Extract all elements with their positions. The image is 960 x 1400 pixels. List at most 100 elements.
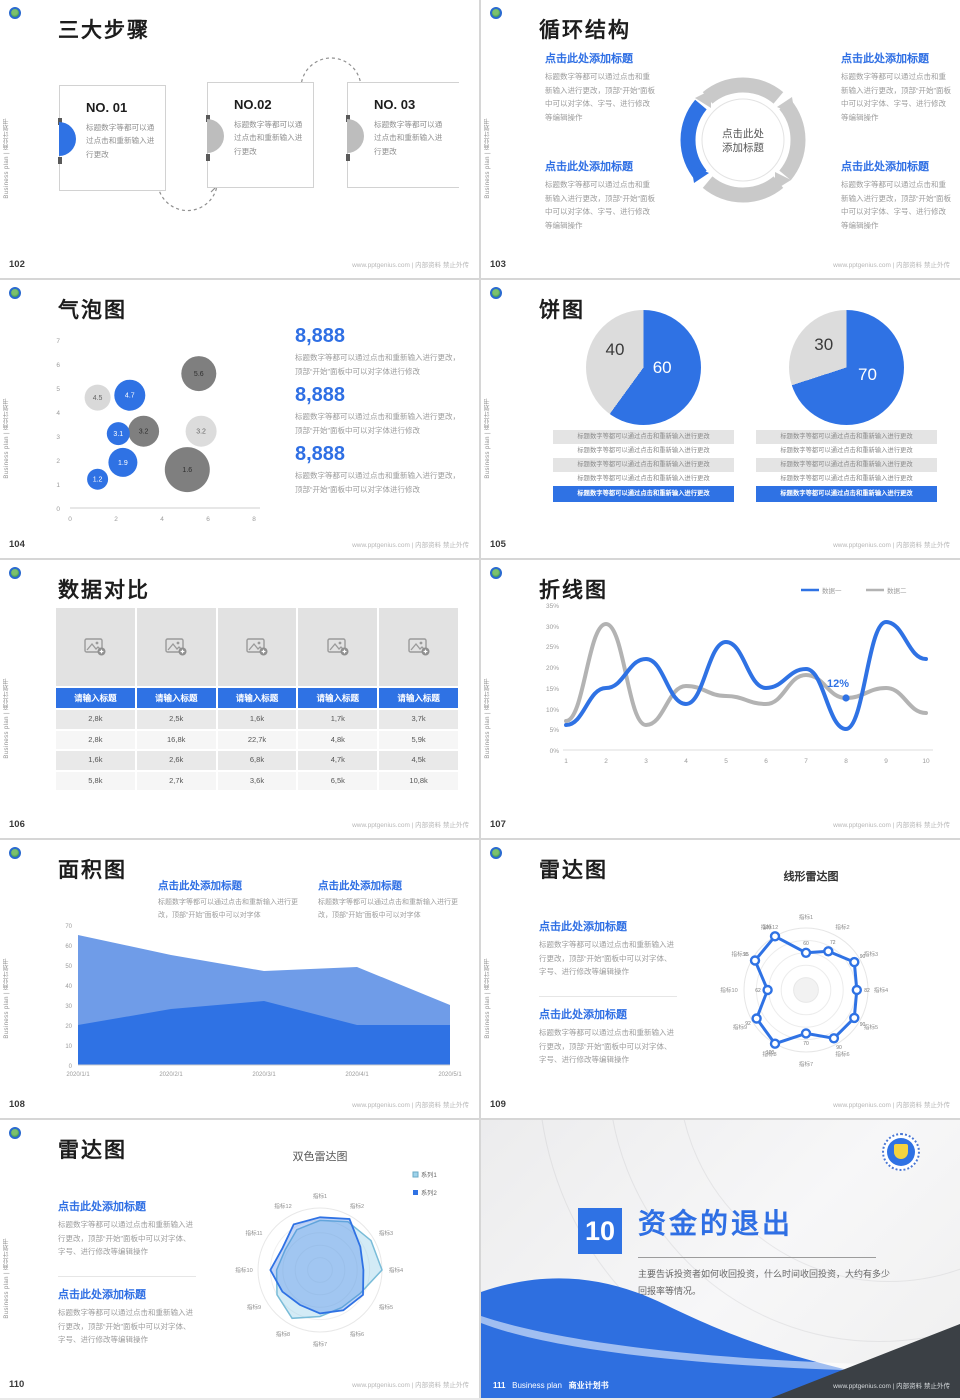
- block-body: 标题数字等都可以通过点击和重新输入进行更改，顶部“开始”面板中可以对字体、字号、…: [841, 72, 951, 122]
- wave-decoration: [481, 1278, 960, 1398]
- radar-value: 92: [745, 1021, 751, 1027]
- slide-103[interactable]: Business plan | 商业计划书 循环结构 点击此处添加标题 标题数字…: [481, 0, 960, 278]
- slide-109[interactable]: Business plan | 商业计划书 雷达图 线形雷达图 点击此处添加标题…: [481, 840, 960, 1118]
- legend-label: 数据一: [822, 586, 842, 595]
- bubble-label: 3.1: [113, 431, 123, 438]
- pie-note-row: 标题数字等都可以通过点击和重新输入进行更改: [553, 430, 734, 444]
- block-body: 标题数字等都可以通过点击和重新输入进行更改，顶部“开始”面板中可以对字体、字号、…: [539, 1028, 674, 1064]
- slide-105[interactable]: Business plan | 商业计划书 饼图 60 40 70 30 标题数…: [481, 280, 960, 558]
- step-number: NO.02: [234, 97, 272, 112]
- table-cell: 6,8k: [217, 751, 297, 770]
- radar-text-block-2: 点击此处添加标题 标题数字等都可以通过点击和重新输入进行更改，顶部“开始”面板中…: [539, 1006, 677, 1067]
- cycle-center-text-line1: 点击此处: [722, 127, 764, 140]
- stat-body: 标题数字等都可以通过点击和重新输入进行更改，顶部“开始”面板中可以对字体进行修改: [295, 412, 460, 435]
- radar-axis-label: 指标7: [313, 1340, 327, 1348]
- sidebar-vertical-text: Business plan | 商业计划书: [4, 678, 10, 759]
- slide-footer-left: 111 Business plan 商业计划书: [493, 1380, 609, 1391]
- radar-axis-label: 指标4: [389, 1266, 403, 1274]
- comparison-table: 请输入标题 2,8k 2,8k 1,6k 5,8k 请输入标题 2,5k 16,…: [56, 608, 458, 790]
- block-heading: 点击此处添加标题: [539, 921, 627, 933]
- radar-marker: [749, 955, 761, 966]
- radar-axis-label: 指标9: [733, 1023, 747, 1031]
- stat-value: 8,888: [295, 325, 346, 347]
- radar-marker: [823, 946, 834, 957]
- notch: [346, 154, 350, 161]
- slide-logo-icon: [9, 847, 21, 859]
- bubble: [181, 356, 217, 392]
- divider: [539, 996, 677, 997]
- bubble-chart: 7 6 5 4 3 2 1 0 0 2 4 6 8 4.5 5.6 4.7 3.…: [56, 338, 260, 523]
- legend-swatch-series2: [413, 1190, 418, 1195]
- radar-axis-label: 指标5: [379, 1303, 393, 1311]
- cycle-diagram: 点击此处 添加标题: [680, 77, 806, 203]
- page-title: 雷达图: [58, 1139, 127, 1162]
- slide-footer: www.pptgenius.com | 内部资料 禁止外传: [833, 1102, 950, 1109]
- slide-110[interactable]: Business plan | 商业计划书 雷达图 双色雷达图 点击此处添加标题…: [0, 1120, 479, 1398]
- page-number: 110: [9, 1379, 25, 1390]
- slide-104[interactable]: Business plan | 商业计划书 气泡图 7 6 5 4 3 2 1 …: [0, 280, 479, 558]
- slide-111[interactable]: 10 资金的退出 主要告诉投资者如何收回投资，什么时间收回投资，大约有多少回报率…: [481, 1120, 960, 1398]
- radar-ring: [743, 927, 869, 1053]
- radar-axis-label: 指标10: [235, 1266, 252, 1274]
- pie-slice-label: 70: [858, 365, 877, 385]
- table-cell: 1,7k: [298, 710, 378, 729]
- step-number: NO. 01: [86, 100, 128, 115]
- slide-106[interactable]: Business plan | 商业计划书 数据对比 请输入标题 2,8k 2,…: [0, 560, 479, 838]
- block-heading: 点击此处添加标题: [841, 161, 929, 173]
- cycle-text-block-1: 点击此处添加标题 标题数字等都可以通过点击和重新输入进行更改，顶部“开始”面板中…: [545, 50, 657, 124]
- step-card-3: NO. 03 标题数字等都可以通过点击和重新输入进行更改: [346, 82, 459, 188]
- y-tick: 30: [65, 1004, 72, 1010]
- line-series-blue: [564, 619, 928, 732]
- radar-ring: [294, 1244, 346, 1296]
- bubble: [106, 422, 130, 446]
- radar-axis-label: 指标12: [274, 1202, 291, 1210]
- radar-axis-label: 指标11: [246, 1229, 263, 1237]
- radar-axis-label: 指标6: [835, 1050, 849, 1058]
- title-divider: [638, 1257, 876, 1258]
- radar-value: 72: [830, 940, 836, 946]
- legend-label: 系列1: [421, 1171, 437, 1179]
- half-circle-marker: [59, 122, 76, 156]
- slide-108[interactable]: Business plan | 商业计划书 面积图 点击此处添加标题 标题数字等…: [0, 840, 479, 1118]
- step-card-1: NO. 01 标题数字等都可以通过点击和重新输入进行更改: [58, 85, 166, 191]
- table-cell: 16,8k: [136, 730, 216, 749]
- slide-footer: www.pptgenius.com | 内部资料 禁止外传: [833, 822, 950, 829]
- x-tick: 10: [922, 758, 930, 765]
- half-circle-marker: [207, 119, 224, 153]
- slide-102[interactable]: Business plan | 商业计划书 三大步骤 NO. 01 标题数字等都…: [0, 0, 479, 278]
- dashed-arc: [300, 57, 362, 89]
- y-tick: 30%: [546, 624, 559, 631]
- block-body: 标题数字等都可以通过点击和重新输入进行更改，顶部“开始”面板中可以对字体、字号、…: [841, 180, 951, 230]
- slide-logo-icon: [9, 287, 21, 299]
- area-series-dark: [78, 1001, 450, 1065]
- y-tick: 70: [65, 924, 72, 930]
- radar-axis-label: 指标11: [732, 950, 749, 958]
- table-cell: 4,5k: [379, 751, 458, 770]
- x-tick: 2020/3/1: [252, 1072, 276, 1078]
- x-tick: 6: [764, 758, 768, 765]
- page-title: 循环结构: [539, 19, 631, 42]
- radar-chart-line: 60 72 90 82 90 90 70 100 92 62 95 100 指标…: [720, 913, 888, 1068]
- y-tick: 60: [65, 944, 72, 950]
- legend-label: 系列2: [421, 1189, 437, 1197]
- page-title: 折线图: [539, 579, 608, 602]
- radar-value: 100: [766, 1050, 775, 1056]
- image-placeholder: [298, 608, 378, 686]
- stat-body: 标题数字等都可以通过点击和重新输入进行更改，顶部“开始”面板中可以对字体进行修改: [295, 353, 460, 376]
- slide-107[interactable]: Business plan | 商业计划书 折线图 数据一 数据二 35% 30…: [481, 560, 960, 838]
- bubble: [164, 447, 210, 493]
- chart-title: 线形雷达图: [783, 871, 839, 883]
- table-header-cell: 请输入标题: [217, 688, 297, 708]
- x-tick: 6: [206, 516, 210, 523]
- cycle-text-block-2: 点击此处添加标题 标题数字等都可以通过点击和重新输入进行更改，顶部“开始”面板中…: [545, 158, 657, 232]
- block-body: 标题数字等都可以通过点击和重新输入进行更改，顶部“开始”面板中可以对字体、字号、…: [58, 1308, 193, 1344]
- block-heading: 点击此处添加标题: [841, 53, 929, 65]
- area-text-block-1: 点击此处添加标题 标题数字等都可以通过点击和重新输入进行更改，顶部“开始”面板中…: [158, 878, 308, 922]
- step-body: 标题数字等都可以通过点击和重新输入进行更改: [234, 120, 303, 156]
- radar-axis-label: 指标7: [799, 1060, 813, 1068]
- radar-marker: [800, 947, 812, 959]
- y-tick: 5%: [550, 727, 560, 734]
- arrow-head-icon: [695, 90, 711, 108]
- slide-logo-icon: [490, 287, 502, 299]
- table-cell: 3,7k: [379, 710, 458, 729]
